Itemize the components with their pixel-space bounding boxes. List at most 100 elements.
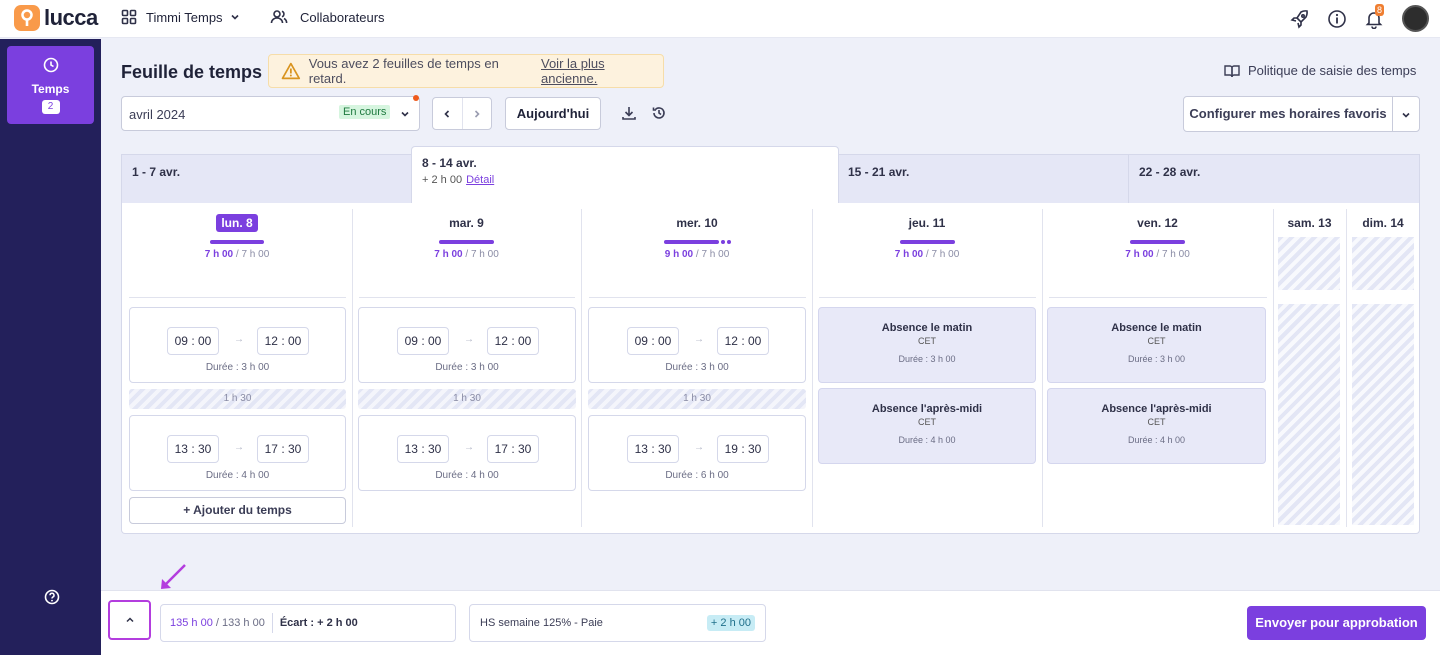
add-time-button[interactable]: + Ajouter du temps [129,497,346,524]
week-label: 15 - 21 avr. [848,165,910,179]
chevron-right-icon [474,109,480,118]
download-icon[interactable] [621,105,637,121]
period-nav [432,97,492,130]
sidebar-count-badge: 2 [41,100,60,114]
absence-card[interactable]: Absence l'après-midi CET Durée : 4 h 00 [1047,388,1266,464]
end-time-input[interactable]: 17 : 30 [257,435,309,463]
add-time-label: Ajouter du temps [193,503,292,517]
day-name: mar. 9 [449,216,484,230]
week-detail-link[interactable]: Détail [466,174,495,186]
pointer-arrow-icon [161,564,186,589]
help-icon[interactable] [44,589,60,605]
time-entry[interactable]: 13 : 30 → 17 : 30 Durée : 4 h 00 [358,415,576,491]
progress-bar [210,240,264,244]
end-time-input[interactable]: 12 : 00 [717,327,769,355]
avatar[interactable] [1402,5,1429,32]
week-tab-2[interactable]: 8 - 14 avr. + 2 h 00 Détail [411,146,839,204]
week-gap: + 2 h 00 [422,174,463,186]
history-icon[interactable] [651,105,667,121]
time-entry[interactable]: 13 : 30 → 19 : 30 Durée : 6 h 00 [588,415,806,491]
absence-duration: Durée : 4 h 00 [1127,435,1186,445]
start-time-input[interactable]: 13 : 30 [167,435,219,463]
arrow-right-icon: → [464,442,474,453]
period-value: avril 2024 [129,107,186,122]
week-tab-4[interactable]: 22 - 28 avr. [1128,154,1420,204]
footer-bar [101,590,1440,655]
alert-message: Vous avez 2 feuilles de temps en retard. [308,56,499,86]
time-entry[interactable]: 09 : 00 → 12 : 00 Durée : 3 h 00 [358,307,576,383]
users-icon [270,10,288,24]
absence-title: Absence l'après-midi [871,403,983,415]
lucca-logo[interactable]: lucca [14,5,98,31]
policy-link[interactable]: Politique de saisie des temps [1224,63,1416,78]
start-time-input[interactable]: 09 : 00 [397,327,449,355]
gap-value: Écart : + 2 h 00 [279,617,358,629]
late-timesheet-alert: Vous avez 2 feuilles de temps en retard.… [268,54,664,88]
day-name: dim. 14 [1362,216,1404,230]
chevron-down-icon[interactable] [1400,109,1412,121]
next-button[interactable] [463,98,492,129]
time-entry[interactable]: 13 : 30 → 17 : 30 Durée : 4 h 00 [129,415,346,491]
chevron-left-icon [444,109,450,118]
progress-bar [664,240,719,244]
book-icon [1224,64,1240,77]
chevron-down-icon [230,14,239,20]
alert-link[interactable]: Voir la plus ancienne. [541,56,605,86]
day-column: jeu. 11 7 h 00 / 7 h 00 [812,209,1043,527]
arrow-right-icon: → [694,442,704,453]
day-column: dim. 14 [1346,209,1420,527]
start-time-input[interactable]: 09 : 00 [167,327,219,355]
end-time-input[interactable]: 12 : 00 [487,327,539,355]
week-tabs: 1 - 7 avr. 15 - 21 avr. 22 - 28 avr. 8 -… [121,146,1420,204]
rocket-icon[interactable] [1290,9,1310,29]
absence-title: Absence le matin [881,322,973,334]
absence-type: CET [1147,417,1166,427]
end-time-input[interactable]: 17 : 30 [487,435,539,463]
expand-button[interactable] [108,600,151,640]
app-switcher[interactable]: Timmi Temps [121,9,241,25]
logo-text: lucca [44,5,98,30]
day-column: sam. 13 [1273,209,1347,527]
break-duration: 1 h 30 [588,389,806,409]
day-column: mer. 10 9 h 00 / 7 h 00 [582,209,813,527]
collaborateurs-label: Collaborateurs [300,9,385,25]
configure-favorites: Configurer mes horaires favoris [1183,96,1420,132]
day-name: ven. 12 [1137,216,1178,230]
clock-icon [43,57,58,73]
absence-card[interactable]: Absence le matin CET Durée : 3 h 00 [1047,307,1266,383]
arrow-right-icon: → [464,334,474,345]
start-time-input[interactable]: 13 : 30 [397,435,449,463]
week-label: 8 - 14 avr. [422,156,477,170]
day-column: ven. 12 7 h 00 / 7 h 00 [1042,209,1274,527]
overtime-dot [727,240,731,244]
chevron-up-icon [125,617,134,623]
previous-button[interactable] [433,98,463,129]
week-tab-3[interactable]: 15 - 21 avr. [837,154,1129,204]
time-entry[interactable]: 09 : 00 → 12 : 00 Durée : 3 h 00 [588,307,806,383]
sidebar-item-temps[interactable]: Temps 2 [7,46,94,124]
period-select[interactable]: avril 2024 En cours [121,96,420,131]
today-button[interactable]: Aujourd'hui [505,97,601,130]
overtime-dot [721,240,725,244]
send-for-approval-button[interactable]: Envoyer pour approbation [1247,606,1426,640]
info-icon[interactable] [1327,9,1347,29]
start-time-input[interactable]: 13 : 30 [627,435,679,463]
start-time-input[interactable]: 09 : 00 [627,327,679,355]
week-tab-1[interactable]: 1 - 7 avr. [121,154,413,204]
collaborateurs-link[interactable]: Collaborateurs [270,9,385,25]
absence-duration: Durée : 3 h 00 [898,354,956,364]
end-time-input[interactable]: 19 : 30 [717,435,769,463]
break-duration: 1 h 30 [358,389,576,409]
plus-icon: + [183,503,194,517]
divider [589,297,806,298]
chevron-down-icon [401,111,409,117]
absence-card[interactable]: Absence le matin CET Durée : 3 h 00 [818,307,1036,383]
end-time-input[interactable]: 12 : 00 [257,327,309,355]
day-hours: 7 h 00 / 7 h 00 [1125,249,1190,260]
overtime-summary: HS semaine 125% - Paie + 2 h 00 [469,604,766,642]
time-entry[interactable]: 09 : 00 → 12 : 00 Durée : 3 h 00 [129,307,346,383]
day-hours: 7 h 00 / 7 h 00 [204,249,270,260]
day-hours: 9 h 00 / 7 h 00 [664,249,730,260]
absence-card[interactable]: Absence l'après-midi CET Durée : 4 h 00 [818,388,1036,464]
configure-favorites-button[interactable]: Configurer mes horaires favoris [1184,97,1393,131]
